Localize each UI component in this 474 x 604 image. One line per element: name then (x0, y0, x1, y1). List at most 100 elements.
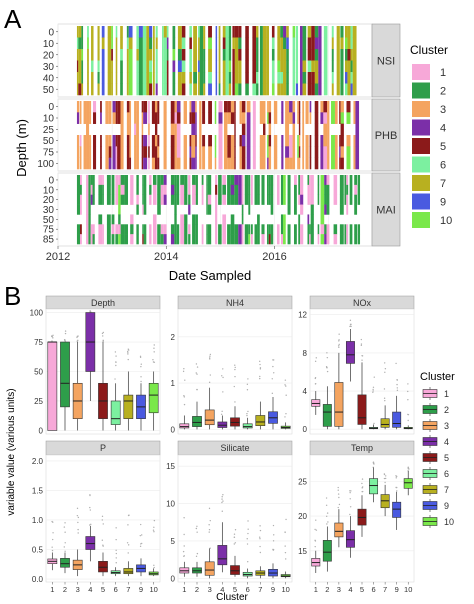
panel-a-cell (224, 123, 228, 136)
panel-b-box (357, 394, 367, 425)
panel-a-cell (307, 175, 310, 186)
panel-b-outlier (407, 399, 409, 401)
panel-a-cell (143, 112, 148, 124)
panel-b-outlier (76, 336, 78, 339)
panel-a-cell (115, 175, 119, 186)
panel-a-cell (230, 146, 235, 158)
panel-a-cell (214, 135, 217, 147)
panel-a-cell (256, 49, 259, 61)
legend-a-swatch-10 (412, 212, 430, 228)
panel-a-cell (160, 194, 164, 205)
panel-a-cell (224, 146, 228, 158)
panel-a-ytick: 30 (43, 205, 55, 216)
panel-b-outlier (361, 354, 363, 357)
panel-b-outlier (259, 529, 262, 532)
panel-a-cell (281, 135, 284, 147)
panel-a-cell (230, 214, 235, 225)
panel-a-cell (183, 135, 187, 147)
panel-a-cell (277, 72, 281, 84)
panel-a-cell (273, 112, 278, 124)
panel-a-cell (102, 184, 104, 196)
panel-a-cell (238, 194, 242, 205)
panel-a-cell (320, 234, 325, 245)
panel-a-cell (81, 26, 84, 38)
panel-a-cell (318, 37, 322, 50)
panel-b-outlier (89, 509, 92, 511)
panel-b-box (110, 400, 121, 425)
panel-a-cell (218, 135, 223, 147)
panel-a-cell (280, 49, 284, 61)
panel-b-outlier (64, 522, 66, 524)
panel-b-outlier (350, 490, 352, 492)
panel-a-cell (222, 194, 227, 205)
panel-a-cell (241, 123, 246, 136)
panel-a-cell (142, 26, 147, 38)
panel-b-outlier (208, 507, 211, 510)
panel-a-cell (154, 157, 158, 170)
panel-a-cell (324, 184, 327, 196)
panel-a-cell (327, 112, 330, 124)
panel-a-cell (192, 194, 196, 205)
panel-a-cell (286, 60, 289, 73)
panel-a-cell (174, 175, 177, 186)
panel-a-cell (115, 146, 118, 158)
panel-a-cell (230, 112, 235, 124)
panel-a-cell (130, 214, 134, 225)
panel-a-cell (199, 146, 202, 158)
panel-a-cell (162, 26, 164, 38)
panel-a-cell (136, 194, 139, 205)
panel-b-outlier (360, 343, 363, 345)
panel-a-cell (333, 175, 338, 186)
panel-a-cell (307, 194, 310, 205)
panel-a-cell (310, 214, 314, 225)
panel-b-xtick: 1 (50, 585, 54, 594)
panel-a-cell (266, 37, 269, 50)
panel-a-cell (271, 37, 275, 50)
panel-b-outlier (140, 534, 143, 536)
panel-a-cell (142, 184, 144, 196)
legend-b-label-5: 5 (444, 453, 449, 463)
panel-a-cell (250, 224, 253, 235)
panel-b-outlier (273, 534, 275, 536)
panel-a-cell (120, 49, 123, 61)
panel-b-outlier (259, 363, 261, 366)
panel-b-outlier (338, 503, 341, 506)
panel-a-cell (259, 112, 264, 124)
panel-a-cell (222, 224, 227, 235)
panel-a-cell (206, 194, 208, 205)
panel-a-cell (180, 194, 185, 205)
panel-a-cell (126, 135, 130, 147)
panel-a-cell (181, 60, 186, 73)
panel-a-cell (340, 26, 344, 38)
panel-a-cell (130, 234, 134, 245)
panel-b-outlier (272, 549, 275, 551)
panel-b-box (403, 478, 413, 489)
panel-a-cell (118, 234, 121, 245)
panel-b-outlier (326, 370, 329, 373)
panel-a-cell (112, 146, 116, 158)
panel-a-cell (207, 184, 212, 196)
panel-a-cell (331, 72, 334, 84)
panel-a-cell (259, 49, 263, 61)
panel-a-cell (318, 72, 322, 84)
panel-a-cell (76, 37, 79, 50)
panel-a-cell (294, 204, 297, 215)
panel-a-cell (257, 224, 260, 235)
panel-b-outlier (222, 376, 224, 379)
panel-a-cell (289, 112, 293, 124)
panel-a-cell (199, 157, 202, 170)
panel-a-cell (170, 112, 175, 124)
panel-a-cell (262, 26, 267, 38)
panel-a-cell (218, 26, 221, 38)
panel-a-cell (334, 146, 338, 158)
panel-a-cell (176, 194, 180, 205)
panel-a-strip (371, 23, 401, 98)
panel-a-cell (136, 224, 139, 235)
panel-a-cell (270, 184, 274, 196)
panel-b-outlier (372, 390, 374, 392)
panel-a-cell (170, 175, 175, 186)
panel-b-box (123, 394, 134, 419)
panel-b-box (47, 341, 58, 431)
panel-b-outlier (77, 521, 79, 524)
panel-a-cell (163, 123, 167, 136)
